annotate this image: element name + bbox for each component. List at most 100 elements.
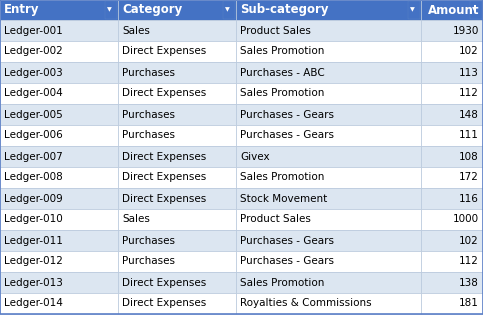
Bar xyxy=(236,251,421,272)
Text: Sales Promotion: Sales Promotion xyxy=(240,47,325,57)
Text: 112: 112 xyxy=(459,256,479,266)
Text: 102: 102 xyxy=(459,47,479,57)
Bar xyxy=(236,230,421,251)
Bar xyxy=(421,272,483,293)
Bar xyxy=(421,104,483,125)
Bar xyxy=(236,272,421,293)
Bar xyxy=(118,167,236,188)
Text: Givex: Givex xyxy=(240,151,270,162)
Text: Ledger-001: Ledger-001 xyxy=(4,26,63,36)
Bar xyxy=(0,209,118,230)
Bar xyxy=(0,62,118,83)
Bar xyxy=(118,251,236,272)
Bar xyxy=(118,293,236,314)
Text: 138: 138 xyxy=(459,277,479,287)
Text: 108: 108 xyxy=(459,151,479,162)
Bar xyxy=(236,146,421,167)
Text: Direct Expenses: Direct Expenses xyxy=(122,151,206,162)
Text: Direct Expenses: Direct Expenses xyxy=(122,89,206,99)
Bar xyxy=(421,251,483,272)
Text: Direct Expenses: Direct Expenses xyxy=(122,298,206,308)
Text: 172: 172 xyxy=(459,172,479,182)
Bar xyxy=(118,41,236,62)
Text: Ledger-003: Ledger-003 xyxy=(4,68,63,78)
Text: 148: 148 xyxy=(459,109,479,120)
Text: Amount: Amount xyxy=(427,4,479,16)
Text: Purchases - Gears: Purchases - Gears xyxy=(240,235,334,245)
Text: Ledger-005: Ledger-005 xyxy=(4,109,63,120)
Text: Ledger-013: Ledger-013 xyxy=(4,277,63,287)
Bar xyxy=(0,146,118,167)
Bar xyxy=(0,104,118,125)
Text: ▼: ▼ xyxy=(225,7,229,13)
Bar xyxy=(421,209,483,230)
Bar xyxy=(236,104,421,125)
Bar xyxy=(421,20,483,41)
Text: Stock Movement: Stock Movement xyxy=(240,193,327,203)
Bar xyxy=(223,1,235,19)
Text: Purchases - Gears: Purchases - Gears xyxy=(240,109,334,120)
Bar xyxy=(118,209,236,230)
Bar xyxy=(236,293,421,314)
Text: 112: 112 xyxy=(459,89,479,99)
Text: Direct Expenses: Direct Expenses xyxy=(122,277,206,287)
Bar xyxy=(0,188,118,209)
Text: Ledger-007: Ledger-007 xyxy=(4,151,63,162)
Bar xyxy=(118,83,236,104)
Text: Direct Expenses: Direct Expenses xyxy=(122,193,206,203)
Text: Ledger-014: Ledger-014 xyxy=(4,298,63,308)
Text: Ledger-012: Ledger-012 xyxy=(4,256,63,266)
Text: Entry: Entry xyxy=(4,4,40,16)
Text: 181: 181 xyxy=(459,298,479,308)
Bar xyxy=(421,83,483,104)
Text: 1000: 1000 xyxy=(453,214,479,224)
Bar xyxy=(0,125,118,146)
Text: 116: 116 xyxy=(459,193,479,203)
Text: Purchases: Purchases xyxy=(122,109,175,120)
Text: 113: 113 xyxy=(459,68,479,78)
Bar xyxy=(236,167,421,188)
Bar xyxy=(118,272,236,293)
Text: Purchases: Purchases xyxy=(122,68,175,78)
Bar xyxy=(118,230,236,251)
Bar xyxy=(118,146,236,167)
Text: Product Sales: Product Sales xyxy=(240,214,311,224)
Bar xyxy=(0,0,118,20)
Bar xyxy=(0,272,118,293)
Bar xyxy=(421,62,483,83)
Text: Purchases - ABC: Purchases - ABC xyxy=(240,68,325,78)
Text: Sales Promotion: Sales Promotion xyxy=(240,172,325,182)
Bar xyxy=(236,125,421,146)
Bar xyxy=(118,188,236,209)
Bar xyxy=(236,209,421,230)
Text: ▼: ▼ xyxy=(471,7,476,13)
Bar xyxy=(0,41,118,62)
Text: ▼: ▼ xyxy=(410,7,414,13)
Bar xyxy=(0,251,118,272)
Text: Ledger-011: Ledger-011 xyxy=(4,235,63,245)
Text: Ledger-004: Ledger-004 xyxy=(4,89,63,99)
Text: Sales: Sales xyxy=(122,26,150,36)
Text: Ledger-010: Ledger-010 xyxy=(4,214,63,224)
Text: Purchases: Purchases xyxy=(122,256,175,266)
Text: Purchases: Purchases xyxy=(122,235,175,245)
Text: Sub-category: Sub-category xyxy=(240,4,328,16)
Bar xyxy=(105,1,117,19)
Text: Sales: Sales xyxy=(122,214,150,224)
Bar xyxy=(421,293,483,314)
Text: Ledger-002: Ledger-002 xyxy=(4,47,63,57)
Text: Product Sales: Product Sales xyxy=(240,26,311,36)
Bar xyxy=(421,41,483,62)
Bar xyxy=(421,230,483,251)
Text: 111: 111 xyxy=(459,130,479,141)
Bar xyxy=(118,125,236,146)
Bar xyxy=(0,83,118,104)
Bar xyxy=(236,83,421,104)
Text: Category: Category xyxy=(122,4,182,16)
Bar xyxy=(470,1,482,19)
Bar xyxy=(421,146,483,167)
Bar xyxy=(0,167,118,188)
Text: Purchases: Purchases xyxy=(122,130,175,141)
Text: Direct Expenses: Direct Expenses xyxy=(122,172,206,182)
Bar xyxy=(236,62,421,83)
